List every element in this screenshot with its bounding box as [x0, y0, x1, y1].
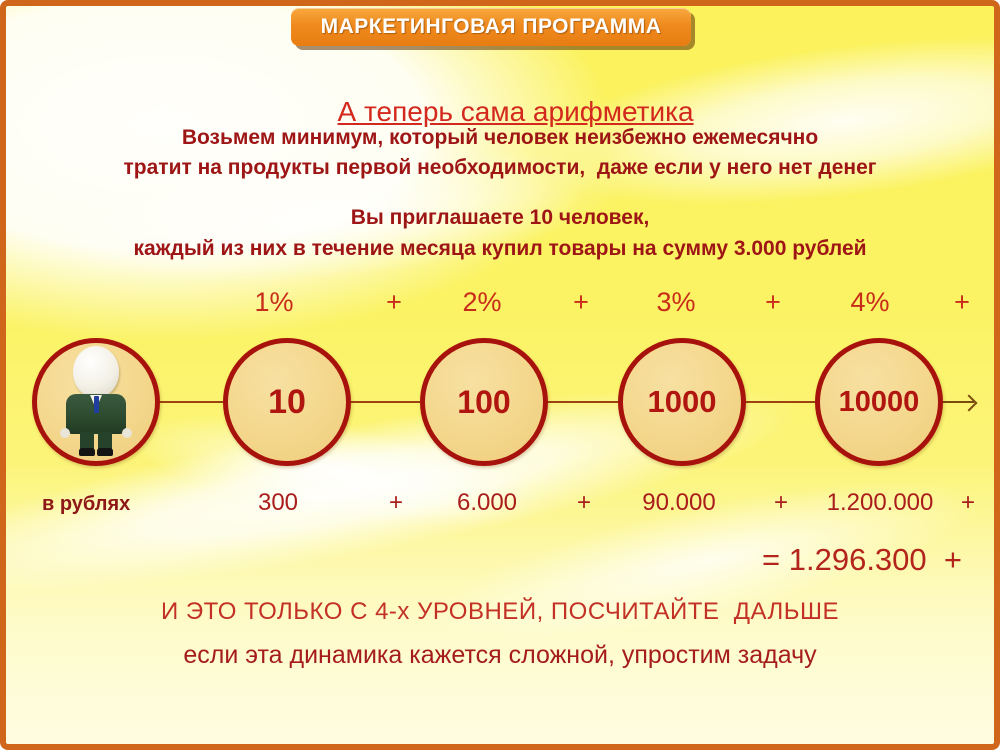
- rubles-level-2: 6.000: [456, 489, 518, 516]
- level-value: 10000: [838, 385, 920, 418]
- plus-sign: +: [960, 489, 976, 516]
- total-sum: = 1.296.300 +: [762, 542, 962, 577]
- person-shoe: [97, 448, 113, 456]
- percent-level-4: 4%: [850, 287, 890, 317]
- plus-sign: +: [954, 287, 970, 317]
- person-hand: [122, 428, 132, 438]
- connector-line: [350, 401, 421, 403]
- percent-level-2: 2%: [462, 287, 502, 317]
- plus-sign: +: [576, 489, 592, 516]
- level-value: 10: [268, 382, 306, 421]
- level-circle-person: [32, 338, 160, 466]
- person-hand: [60, 428, 70, 438]
- person-tie: [93, 396, 99, 413]
- plus-sign: +: [773, 489, 789, 516]
- person-shoe: [79, 448, 95, 456]
- level-circle-4: 10000: [815, 338, 943, 466]
- footer-text-line1: И ЭТО ТОЛЬКО С 4-х УРОВНЕЙ, ПОСЧИТАЙТЕ Д…: [160, 598, 840, 625]
- rubles-label: в рублях: [42, 493, 131, 515]
- plus-sign: +: [388, 489, 404, 516]
- percent-level-3: 3%: [656, 287, 696, 317]
- intro-text-line2: тратит на продукты первой необходимости,…: [123, 156, 877, 179]
- invite-text-line2: каждый из них в течение месяца купил тов…: [133, 237, 867, 260]
- plus-sign: +: [573, 287, 589, 317]
- level-circle-2: 100: [420, 338, 548, 466]
- connector-line: [745, 401, 816, 403]
- banner-title-label: МАРКЕТИНГОВАЯ ПРОГРАММА: [320, 15, 662, 38]
- person-head: [73, 346, 119, 398]
- connector-line: [158, 401, 224, 403]
- plus-sign: +: [765, 287, 781, 317]
- level-value: 100: [457, 383, 511, 420]
- percent-level-1: 1%: [254, 287, 294, 317]
- arrow-right-icon: [960, 394, 978, 412]
- banner-title: МАРКЕТИНГОВАЯ ПРОГРАММА: [291, 8, 691, 46]
- level-circle-3: 1000: [618, 338, 746, 466]
- invite-text-line1: Вы приглашаете 10 человек,: [350, 206, 650, 229]
- businessman-icon: [56, 346, 136, 460]
- rubles-level-4: 1.200.000: [826, 489, 934, 516]
- flow-arrow-line: [942, 401, 974, 403]
- rubles-level-3: 90.000: [642, 489, 716, 516]
- level-value: 1000: [647, 384, 717, 419]
- intro-text-line1: Возьмем минимум, который человек неизбеж…: [181, 126, 819, 149]
- connector-line: [547, 401, 619, 403]
- plus-sign: +: [386, 287, 402, 317]
- rubles-level-1: 300: [257, 489, 299, 516]
- footer-text-line2: если эта динамика кажется сложной, упрос…: [183, 641, 817, 669]
- level-circle-1: 10: [223, 338, 351, 466]
